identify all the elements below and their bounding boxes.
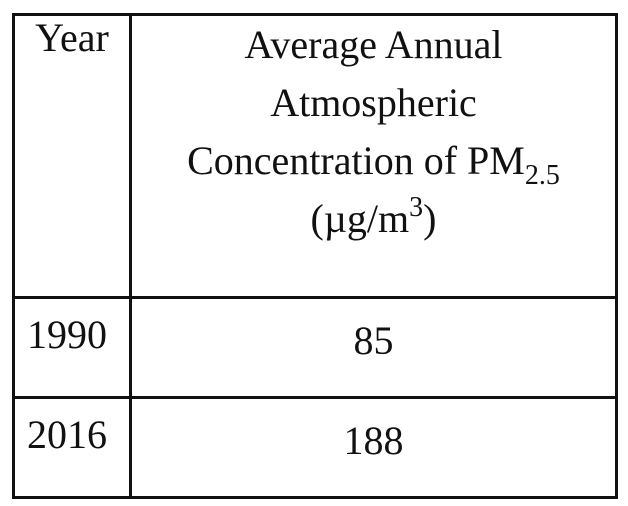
table-row: 2016 188 <box>12 396 618 499</box>
concentration-header-line-1: Average Annual <box>244 22 503 67</box>
table-row: 1990 85 <box>12 296 618 399</box>
concentration-header: Average Annual Atmospheric Concentration… <box>129 13 618 299</box>
pm25-table: Year Average Annual Atmospheric Concentr… <box>12 13 618 499</box>
value-cell: 188 <box>129 396 618 499</box>
year-cell: 1990 <box>12 296 132 399</box>
year-cell: 2016 <box>12 396 132 499</box>
unit-main: (µg/m <box>310 196 410 241</box>
unit-label: (µg/m3) <box>132 190 615 248</box>
pm-subscript: 2.5 <box>524 160 560 191</box>
concentration-header-line-2: Atmospheric <box>270 80 477 125</box>
unit-close: ) <box>423 196 437 241</box>
value-cell: 85 <box>129 296 618 399</box>
unit-superscript: 3 <box>409 192 424 223</box>
year-header: Year <box>12 13 132 299</box>
concentration-header-line-3: Concentration of PM2.5 <box>132 132 615 190</box>
concentration-label: Concentration of PM <box>187 138 525 183</box>
header-row: Year Average Annual Atmospheric Concentr… <box>12 13 618 299</box>
